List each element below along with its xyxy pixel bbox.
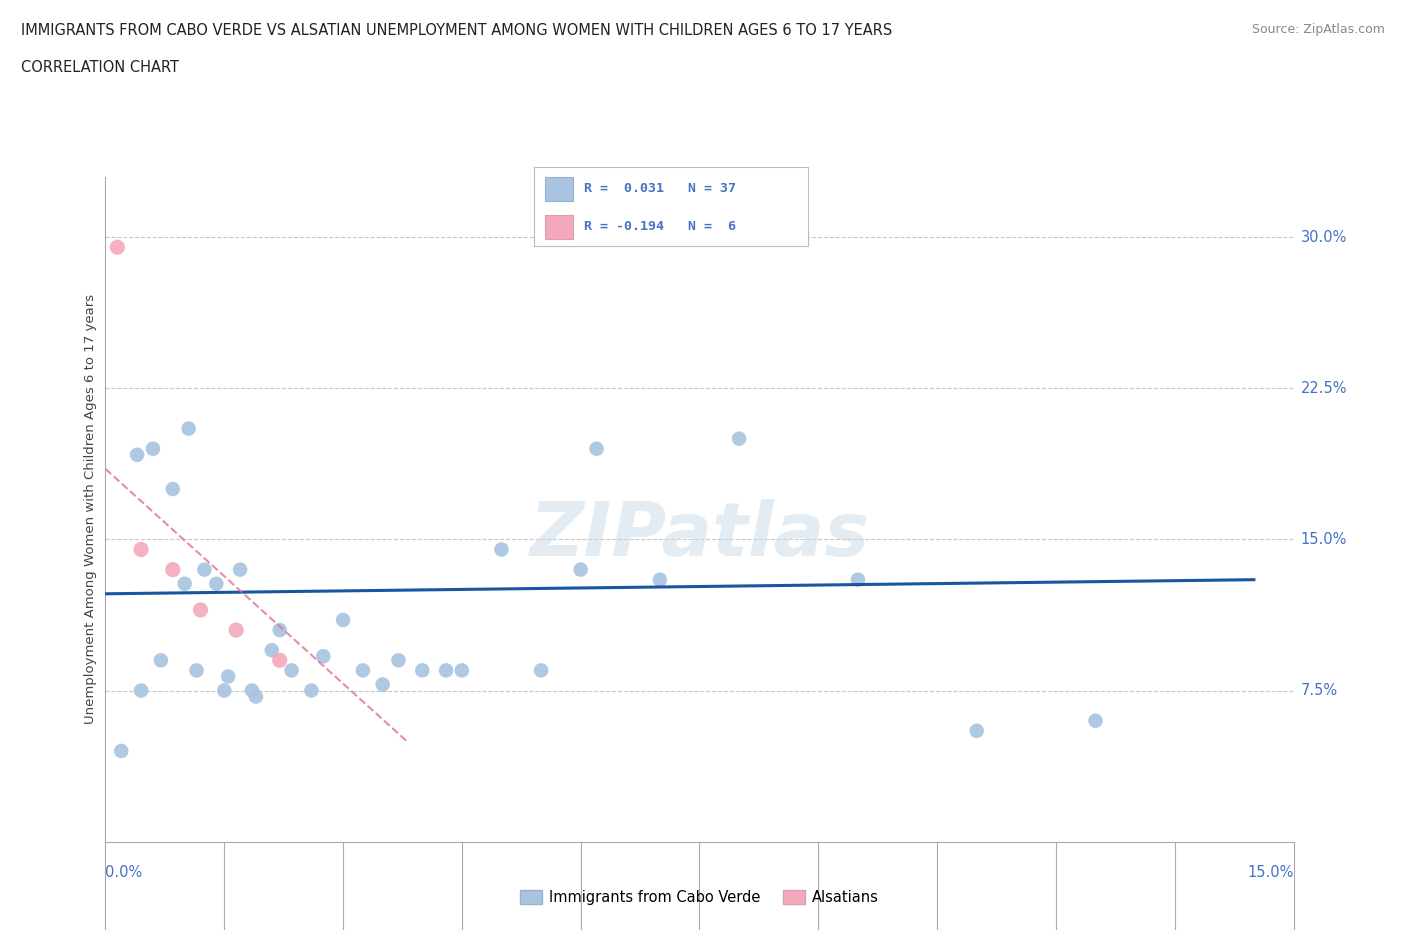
Text: IMMIGRANTS FROM CABO VERDE VS ALSATIAN UNEMPLOYMENT AMONG WOMEN WITH CHILDREN AG: IMMIGRANTS FROM CABO VERDE VS ALSATIAN U… xyxy=(21,23,893,38)
Point xyxy=(491,542,513,557)
Text: 15.0%: 15.0% xyxy=(1247,865,1294,880)
Point xyxy=(127,447,149,462)
Point xyxy=(205,577,228,591)
Point xyxy=(434,663,457,678)
Text: Source: ZipAtlas.com: Source: ZipAtlas.com xyxy=(1251,23,1385,36)
Point xyxy=(173,577,195,591)
Point xyxy=(162,562,184,577)
Point xyxy=(162,482,184,497)
Point xyxy=(728,432,751,446)
Y-axis label: Unemployment Among Women with Children Ages 6 to 17 years: Unemployment Among Women with Children A… xyxy=(84,294,97,724)
Point xyxy=(186,663,208,678)
Point xyxy=(530,663,553,678)
Point xyxy=(129,542,152,557)
Text: 15.0%: 15.0% xyxy=(1301,532,1347,547)
Point xyxy=(129,683,152,698)
Point xyxy=(240,683,263,698)
Bar xyxy=(546,215,572,239)
Text: R = -0.194   N =  6: R = -0.194 N = 6 xyxy=(583,220,735,233)
Point xyxy=(269,623,291,638)
Point xyxy=(142,442,165,457)
Legend: Immigrants from Cabo Verde, Alsatians: Immigrants from Cabo Verde, Alsatians xyxy=(515,884,884,910)
Point xyxy=(312,649,335,664)
Point xyxy=(225,623,247,638)
Point xyxy=(569,562,592,577)
Point xyxy=(193,562,215,577)
Point xyxy=(280,663,302,678)
Point xyxy=(105,240,128,255)
Point xyxy=(229,562,252,577)
Point xyxy=(648,572,671,587)
Text: 0.0%: 0.0% xyxy=(105,865,142,880)
Point xyxy=(260,643,283,658)
Text: 22.5%: 22.5% xyxy=(1301,380,1347,396)
Point xyxy=(245,689,267,704)
Point xyxy=(411,663,433,678)
Point xyxy=(846,572,869,587)
Text: 30.0%: 30.0% xyxy=(1301,230,1347,245)
Point xyxy=(217,669,239,684)
Point xyxy=(149,653,172,668)
Text: CORRELATION CHART: CORRELATION CHART xyxy=(21,60,179,75)
Point xyxy=(585,442,607,457)
Text: 7.5%: 7.5% xyxy=(1301,683,1337,698)
Point xyxy=(299,683,322,698)
Text: R =  0.031   N = 37: R = 0.031 N = 37 xyxy=(583,182,735,195)
Point xyxy=(214,683,236,698)
Point xyxy=(269,653,291,668)
Point xyxy=(177,421,200,436)
Text: ZIPatlas: ZIPatlas xyxy=(530,499,869,572)
Point xyxy=(371,677,394,692)
Point xyxy=(332,613,354,628)
Point xyxy=(352,663,374,678)
Point xyxy=(1084,713,1107,728)
Point xyxy=(966,724,988,738)
Point xyxy=(110,744,132,759)
Point xyxy=(190,603,212,618)
Point xyxy=(387,653,409,668)
Bar xyxy=(546,177,572,201)
Point xyxy=(450,663,472,678)
